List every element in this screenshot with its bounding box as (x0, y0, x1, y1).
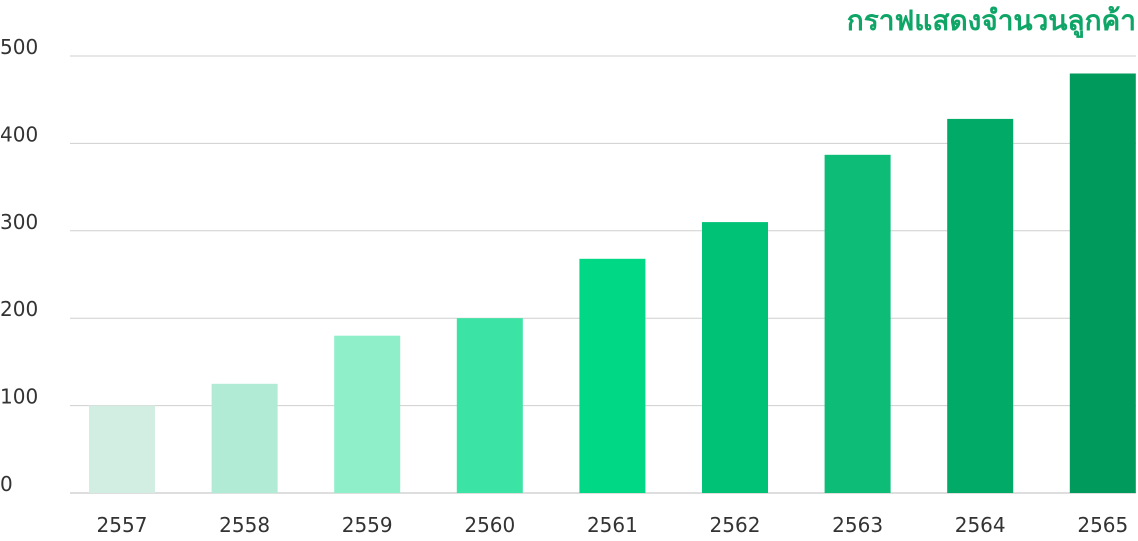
y-tick-label: 500 (0, 35, 38, 59)
bar-2562 (702, 222, 768, 493)
y-axis-tick-labels: 0 100 200 300 400 500 (0, 35, 38, 496)
y-tick-label: 200 (0, 297, 38, 321)
x-tick-label: 2558 (219, 513, 270, 537)
bar-2559 (334, 335, 401, 493)
x-tick-label: 2561 (587, 513, 638, 537)
bar-2561 (579, 258, 646, 493)
bar-2557 (89, 405, 155, 493)
bar-2565 (1069, 73, 1136, 493)
x-tick-label: 2557 (97, 513, 148, 537)
y-tick-label: 100 (0, 385, 38, 409)
y-tick-label: 400 (0, 122, 38, 146)
x-tick-label: 2560 (464, 513, 515, 537)
x-tick-label: 2564 (955, 513, 1006, 537)
x-tick-label: 2562 (710, 513, 761, 537)
bar-2560 (456, 318, 523, 493)
bar-2564 (947, 118, 1014, 494)
x-tick-label: 2565 (1077, 513, 1128, 537)
x-tick-label: 2563 (832, 513, 883, 537)
bar-2563 (824, 154, 891, 494)
x-tick-label: 2559 (342, 513, 393, 537)
y-tick-label: 300 (0, 210, 38, 234)
bar-2558 (211, 383, 278, 494)
chart-title: กราฟแสดงจำนวนลูกค้า (847, 4, 1136, 38)
x-axis-tick-labels: 2557 2558 2559 2560 2561 2562 2563 2564 2565 (97, 513, 1129, 537)
bars (89, 73, 1136, 494)
y-tick-label: 0 (0, 472, 13, 496)
